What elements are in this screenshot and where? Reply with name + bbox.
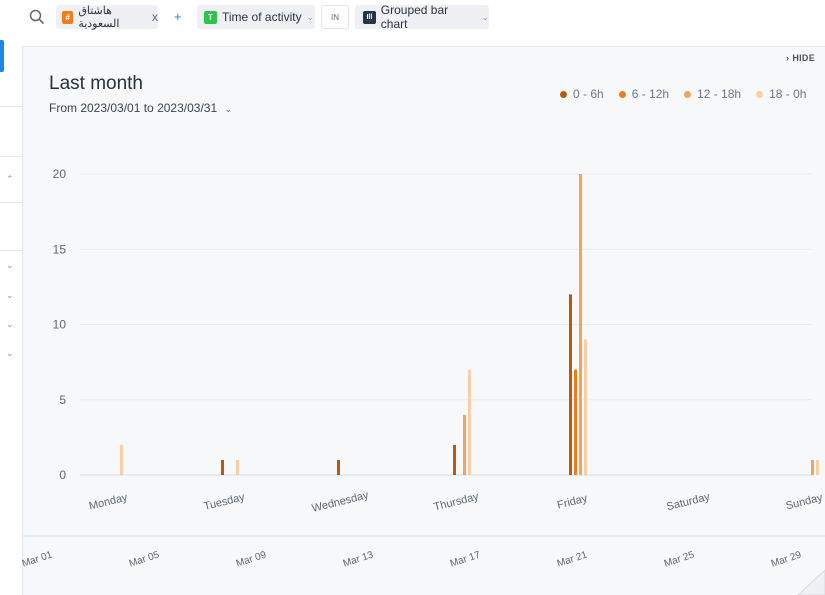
chevron-right-icon: ›: [786, 53, 790, 63]
sidebar: ⌃ ⌄ ⌄ ⌄ ⌄: [0, 40, 23, 595]
date-range-label: From 2023/03/01 to 2023/03/31: [49, 101, 218, 115]
dimension-dropdown[interactable]: T Time of activity ⌄: [197, 5, 315, 29]
timeline-tick-label: Mar 21: [556, 549, 589, 569]
chart-panel: [23, 47, 825, 535]
timeline-tick-label: Mar 13: [342, 549, 375, 569]
chart-legend: 0 - 6h 6 - 12h 12 - 18h 18 - 0h: [560, 87, 821, 101]
sidebar-divider: [0, 250, 22, 251]
legend-label: 0 - 6h: [573, 87, 604, 101]
legend-swatch: [618, 90, 626, 98]
legend-item: 18 - 0h: [756, 87, 806, 101]
bar-chart-icon: Ill: [363, 10, 376, 24]
sidebar-active-indicator: [0, 40, 4, 72]
chevron-down-icon[interactable]: ⌄: [6, 290, 14, 300]
sidebar-divider: [0, 106, 22, 107]
hide-panel-button[interactable]: › HIDE: [786, 53, 815, 63]
legend-label: 12 - 18h: [697, 87, 742, 101]
chart-type-label: Grouped bar chart: [380, 3, 449, 31]
legend-item: 6 - 12h: [618, 87, 670, 101]
sidebar-divider: [0, 156, 22, 157]
chart-type-dropdown[interactable]: Ill Grouped bar chart ⌄: [355, 3, 489, 31]
operator-label: IN: [331, 12, 339, 22]
legend-item: 12 - 18h: [684, 87, 741, 101]
timeline-tick-label: Mar 09: [235, 549, 268, 569]
sidebar-divider: [0, 202, 22, 203]
filter-chip[interactable]: # هاشتاق السعودية x: [56, 5, 158, 30]
operator-button[interactable]: IN: [321, 5, 349, 29]
legend-swatch: [756, 90, 764, 98]
legend-item: 0 - 6h: [560, 87, 604, 101]
chevron-down-icon[interactable]: ⌄: [6, 348, 14, 358]
timeline-tick-label: Mar 05: [128, 549, 161, 569]
chart-title: Last month: [49, 73, 143, 94]
chevron-down-icon: ⌄: [481, 11, 489, 22]
hashtag-badge-icon: #: [62, 10, 74, 24]
date-range-dropdown[interactable]: From 2023/03/01 to 2023/03/31 ⌄: [49, 101, 232, 115]
chevron-down-icon: ⌄: [224, 104, 233, 114]
search-icon[interactable]: [29, 9, 45, 25]
resize-corner-handle: [797, 569, 825, 595]
timeline-tick-label: Mar 25: [663, 549, 696, 569]
timeline-tick-label: Mar 29: [770, 549, 803, 569]
legend-label: 6 - 12h: [631, 87, 670, 101]
toolbar: # هاشتاق السعودية x + T Time of activity…: [0, 0, 825, 47]
dimension-label: Time of activity: [222, 10, 302, 24]
chevron-down-icon[interactable]: ⌄: [6, 319, 14, 329]
legend-label: 18 - 0h: [769, 87, 807, 101]
legend-swatch: [560, 90, 567, 98]
timeline-tick-label: Mar 17: [449, 549, 482, 569]
hide-label: HIDE: [792, 53, 816, 63]
filter-remove-button[interactable]: x: [152, 10, 158, 24]
chevron-down-icon[interactable]: ⌄: [6, 260, 14, 270]
text-type-badge-icon: T: [204, 10, 217, 24]
chevron-down-icon: ⌄: [306, 11, 315, 22]
add-filter-button[interactable]: +: [174, 9, 182, 24]
legend-swatch: [684, 90, 692, 98]
filter-chip-label: هاشتاق السعودية: [78, 5, 120, 30]
timeline-tick-label: Mar 01: [21, 549, 54, 569]
chevron-up-icon[interactable]: ⌃: [6, 174, 14, 184]
